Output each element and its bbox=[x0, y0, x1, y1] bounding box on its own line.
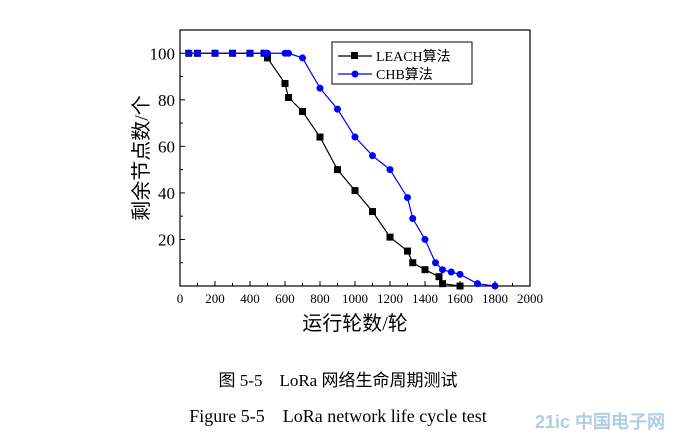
data-point-circle bbox=[409, 215, 417, 223]
series-line-0 bbox=[188, 52, 461, 287]
data-point-circle bbox=[369, 152, 376, 160]
data-point-circle bbox=[316, 84, 324, 92]
legend-marker-leach bbox=[351, 52, 358, 59]
data-point-circle bbox=[432, 259, 439, 267]
data-point-circle bbox=[404, 194, 411, 202]
x-tick-label: 1000 bbox=[342, 291, 368, 306]
x-tick-label: 1600 bbox=[447, 291, 473, 306]
data-point-circle bbox=[285, 49, 292, 57]
data-point-circle bbox=[456, 270, 464, 278]
data-point-square bbox=[404, 247, 411, 255]
data-point-square bbox=[264, 54, 271, 62]
data-point-square bbox=[334, 166, 341, 174]
data-point-square bbox=[281, 80, 289, 88]
data-point-circle bbox=[334, 105, 341, 113]
y-tick-label: 60 bbox=[158, 137, 175, 156]
data-point-circle bbox=[299, 54, 306, 62]
data-point-circle bbox=[211, 49, 219, 57]
data-point-circle bbox=[194, 49, 201, 57]
legend-label-chb: CHB算法 bbox=[376, 67, 433, 83]
data-point-square bbox=[351, 187, 359, 195]
data-point-square bbox=[421, 266, 429, 274]
data-point-circle bbox=[386, 166, 394, 174]
figure-caption-english: Figure 5-5 LoRa network life cycle test bbox=[189, 406, 487, 426]
y-axis-label: 剩余节点数/个 bbox=[130, 95, 153, 221]
data-point-square bbox=[369, 208, 376, 216]
x-tick-label: 600 bbox=[275, 291, 295, 306]
data-point-circle bbox=[474, 280, 481, 288]
x-tick-label: 400 bbox=[240, 291, 260, 306]
data-point-square bbox=[386, 233, 394, 241]
data-point-circle bbox=[246, 49, 254, 57]
watermark-text: 21ic 中国电子网 bbox=[535, 411, 665, 432]
data-point-circle bbox=[439, 266, 446, 274]
y-axis-ticks: 20 40 60 80 100 bbox=[150, 44, 185, 264]
x-tick-label: 1400 bbox=[412, 291, 438, 306]
data-point-square bbox=[439, 280, 446, 288]
figure-caption-chinese: 图 5-5 LoRa 网络生命周期测试 bbox=[218, 371, 458, 390]
legend-marker-chb bbox=[351, 70, 359, 78]
data-point-square bbox=[316, 133, 324, 141]
x-tick-label: 0 bbox=[177, 291, 184, 306]
x-tick-label: 2000 bbox=[517, 291, 543, 306]
x-tick-label: 200 bbox=[205, 291, 225, 306]
data-point-square bbox=[409, 259, 417, 267]
data-point-circle bbox=[185, 49, 193, 57]
data-point-circle bbox=[264, 49, 271, 57]
x-axis-ticks: 0 200 400 600 800 1000 1200 1400 1600 1800 2000 bbox=[177, 281, 543, 306]
data-point-square bbox=[299, 107, 306, 115]
y-tick-label: 100 bbox=[150, 44, 176, 63]
legend-label-leach: LEACH算法 bbox=[376, 49, 451, 65]
data-point-circle bbox=[421, 235, 429, 243]
data-point-circle bbox=[351, 133, 359, 141]
data-point-square bbox=[435, 273, 443, 281]
data-point-circle bbox=[229, 49, 236, 57]
watermark-logo: 21ic 中国电子网 bbox=[535, 411, 665, 432]
x-tick-label: 1800 bbox=[482, 291, 508, 306]
y-tick-label: 40 bbox=[158, 184, 175, 203]
data-point-circle bbox=[447, 268, 455, 276]
data-point-circle bbox=[491, 282, 499, 290]
y-tick-label: 80 bbox=[158, 91, 175, 110]
legend: LEACH算法 CHB算法 bbox=[331, 41, 473, 85]
x-tick-label: 1200 bbox=[377, 291, 403, 306]
data-point-square bbox=[285, 93, 292, 101]
series-layer bbox=[185, 49, 499, 290]
y-tick-label: 20 bbox=[158, 230, 175, 249]
series-line-1 bbox=[188, 52, 496, 287]
x-axis-label: 运行轮数/轮 bbox=[302, 312, 408, 335]
data-point-square bbox=[456, 282, 464, 290]
x-tick-label: 800 bbox=[310, 291, 330, 306]
